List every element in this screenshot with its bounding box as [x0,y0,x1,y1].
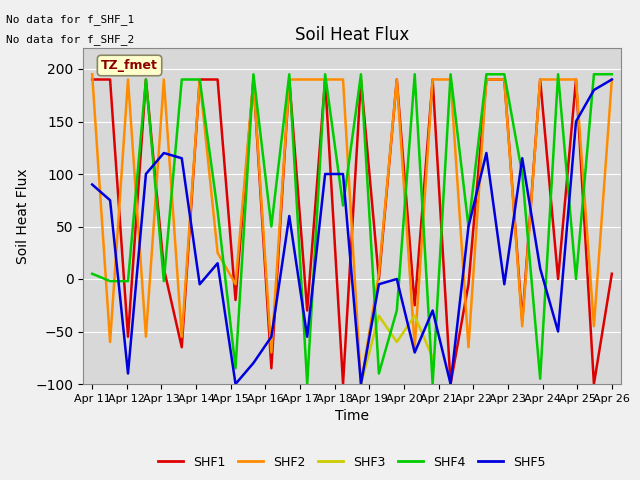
X-axis label: Time: Time [335,409,369,423]
Title: Soil Heat Flux: Soil Heat Flux [295,25,409,44]
Text: No data for f_SHF_1: No data for f_SHF_1 [6,14,134,25]
Legend: SHF1, SHF2, SHF3, SHF4, SHF5: SHF1, SHF2, SHF3, SHF4, SHF5 [154,451,550,474]
Text: No data for f_SHF_2: No data for f_SHF_2 [6,34,134,45]
Text: TZ_fmet: TZ_fmet [101,59,158,72]
Y-axis label: Soil Heat Flux: Soil Heat Flux [16,168,30,264]
